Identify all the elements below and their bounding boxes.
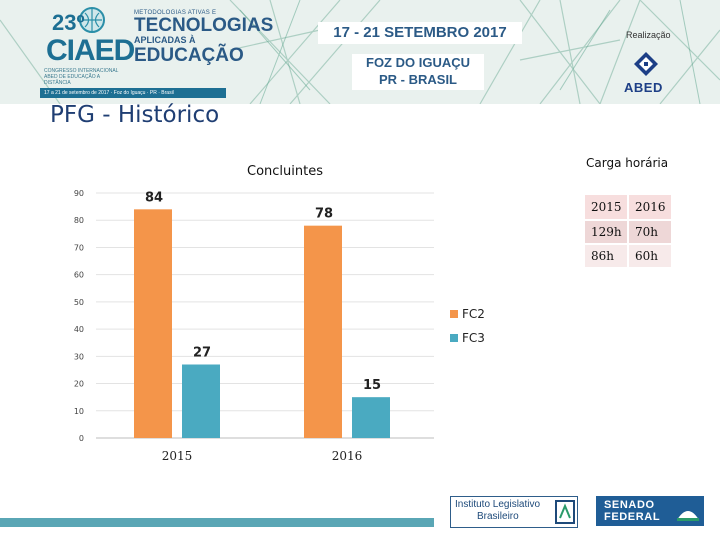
data-label: 15 <box>363 378 381 393</box>
carga-horaria-table: 2015 2016 129h 70h 86h 60h <box>584 194 672 268</box>
bar-fc3-2016 <box>352 397 390 438</box>
senado-line2: FEDERAL <box>604 511 661 523</box>
bar-fc3-2015 <box>182 364 220 438</box>
x-tick-label: 2015 <box>162 449 193 463</box>
legend-label-fc2: FC2 <box>462 307 485 321</box>
logo-title-line3: APLICADAS À <box>134 35 196 46</box>
senado-logo: SENADO FEDERAL <box>596 496 704 526</box>
legend-label-fc3: FC3 <box>462 331 485 345</box>
y-tick-label: 40 <box>74 325 84 334</box>
senado-line1: SENADO <box>604 499 655 511</box>
data-label: 27 <box>193 346 211 361</box>
event-city: FOZ DO IGUAÇU PR - BRASIL <box>352 54 484 90</box>
senado-emblem-icon <box>677 511 699 521</box>
event-city-line2: PR - BRASIL <box>379 72 457 87</box>
y-tick-label: 20 <box>74 380 84 389</box>
legend-swatch-fc3 <box>450 334 458 342</box>
y-tick-label: 10 <box>74 407 84 416</box>
ilb-emblem-icon <box>555 500 575 524</box>
header-banner: 23º CIAED CONGRESSO INTERNACIONAL ABED D… <box>0 0 720 104</box>
event-city-line1: FOZ DO IGUAÇU <box>366 55 470 70</box>
abed-label: ABED <box>624 80 663 95</box>
data-label: 78 <box>315 207 333 222</box>
abed-logo-icon <box>634 52 658 76</box>
logo-title-line1: METODOLOGIAS ATIVAS E <box>134 10 217 16</box>
table-header-2016: 2016 <box>628 194 672 220</box>
ilb-logo-text: Instituto Legislativo Brasileiro <box>455 499 540 523</box>
table-cell: 129h <box>584 220 628 244</box>
y-tick-label: 50 <box>74 298 84 307</box>
logo-number: 23º <box>52 10 85 35</box>
carga-horaria-title: Carga horária <box>586 156 669 170</box>
data-label: 84 <box>145 190 163 205</box>
logo-subtitle: CONGRESSO INTERNACIONAL ABED DE EDUCAÇÃO… <box>44 68 119 86</box>
logo-title-line4: EDUCAÇÃO <box>134 44 244 66</box>
legend-swatch-fc2 <box>450 310 458 318</box>
table-cell: 70h <box>628 220 672 244</box>
logo-strip: 17 a 21 de setembro de 2017 · Foz do Igu… <box>40 88 226 98</box>
event-dates: 17 - 21 SETEMBRO 2017 <box>318 22 522 44</box>
table-row: 129h 70h <box>584 220 672 244</box>
x-tick-label: 2016 <box>332 449 363 463</box>
y-tick-label: 80 <box>74 216 84 225</box>
y-tick-label: 30 <box>74 352 84 361</box>
ilb-line1: Instituto Legislativo <box>455 499 541 510</box>
page-title: PFG - Histórico <box>50 102 220 128</box>
ilb-line2: Brasileiro <box>477 511 519 522</box>
realizacao-label: Realização <box>626 30 671 40</box>
bar-fc2-2015 <box>134 209 172 438</box>
globe-icon <box>79 7 105 33</box>
y-tick-label: 60 <box>74 271 84 280</box>
senado-logo-text: SENADO FEDERAL <box>604 499 660 523</box>
y-tick-label: 70 <box>74 243 84 252</box>
table-row: 86h 60h <box>584 244 672 268</box>
table-header-2015: 2015 <box>584 194 628 220</box>
y-tick-label: 0 <box>79 434 84 443</box>
bar-fc2-2016 <box>304 225 342 438</box>
logo-acronym: CIAED <box>46 34 135 67</box>
table-cell: 60h <box>628 244 672 268</box>
footer-accent-line <box>0 518 434 527</box>
y-tick-label: 90 <box>74 189 84 198</box>
ilb-logo: Instituto Legislativo Brasileiro <box>450 496 578 528</box>
chart-title: Concluintes <box>247 164 323 179</box>
table-cell: 86h <box>584 244 628 268</box>
